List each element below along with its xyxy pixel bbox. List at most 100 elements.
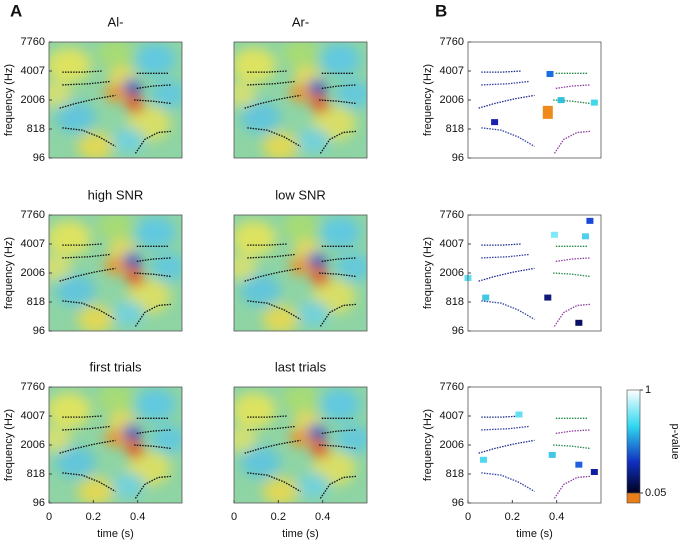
heatmap-blob bbox=[262, 477, 299, 503]
y-tick-label: 818 bbox=[27, 123, 45, 135]
panel bbox=[48, 386, 183, 504]
formant-track bbox=[553, 303, 591, 327]
plot-frame bbox=[233, 214, 368, 332]
y-tick-label: 818 bbox=[446, 296, 464, 308]
x-tick-label: 0.2 bbox=[505, 511, 520, 523]
y-tick-label: 7760 bbox=[21, 381, 45, 393]
heatmap bbox=[49, 42, 182, 158]
heatmap-blob bbox=[97, 215, 134, 241]
plot-frame bbox=[233, 41, 368, 159]
y-tick-label: 4007 bbox=[440, 238, 464, 250]
heatmap-blob bbox=[234, 254, 257, 280]
formant-track bbox=[319, 303, 357, 327]
panel-title: last trials bbox=[275, 359, 327, 374]
colorbar bbox=[626, 389, 641, 494]
formant-track bbox=[244, 439, 301, 454]
formant-track bbox=[553, 272, 591, 278]
colorbar-below bbox=[626, 492, 641, 504]
heatmap-blob bbox=[49, 81, 72, 107]
significant-patch bbox=[491, 119, 499, 126]
heatmap-blob bbox=[112, 472, 145, 499]
formant-track bbox=[134, 99, 172, 105]
x-tick-label: 0 bbox=[46, 511, 52, 523]
heatmap-blob bbox=[150, 79, 182, 109]
panel-label: A bbox=[10, 1, 22, 20]
panel-title: Al- bbox=[108, 14, 124, 29]
formant-track bbox=[247, 253, 296, 259]
formant-track bbox=[134, 303, 172, 327]
heatmap-blob bbox=[49, 426, 72, 452]
y-tick-label: 4007 bbox=[21, 410, 45, 422]
y-tick-label: 2006 bbox=[21, 439, 45, 451]
panel bbox=[464, 214, 602, 332]
formant-track bbox=[481, 415, 522, 418]
panel bbox=[467, 41, 602, 159]
x-tick-label: 0.4 bbox=[315, 511, 330, 523]
formant-track bbox=[555, 429, 591, 435]
formant-track bbox=[319, 130, 357, 154]
x-axis-label: time (s) bbox=[516, 528, 553, 540]
significant-patch bbox=[544, 294, 552, 301]
x-axis-label: time (s) bbox=[282, 528, 319, 540]
heatmap-blob bbox=[312, 85, 327, 97]
formant-track bbox=[481, 472, 535, 492]
panel bbox=[233, 41, 368, 159]
heatmap-blob bbox=[240, 446, 281, 479]
panel-title: low SNR bbox=[275, 187, 326, 202]
heatmap-blob bbox=[240, 274, 281, 307]
y-tick-label: 2006 bbox=[440, 439, 464, 451]
heatmap-blob bbox=[124, 439, 139, 451]
heatmap-blob bbox=[55, 101, 96, 134]
heatmap-blob bbox=[312, 258, 327, 270]
heatmap bbox=[234, 215, 367, 331]
y-axis-label: frequency (Hz) bbox=[422, 409, 434, 481]
heatmap-blob bbox=[309, 267, 324, 279]
heatmap-blob bbox=[289, 257, 312, 275]
formant-track bbox=[478, 439, 535, 454]
heatmap-blob bbox=[262, 132, 299, 158]
x-tick-label: 0.2 bbox=[271, 511, 286, 523]
y-tick-label: 818 bbox=[27, 296, 45, 308]
formant-track bbox=[319, 444, 357, 450]
x-tick-label: 0.4 bbox=[549, 511, 564, 523]
formant-track bbox=[247, 80, 296, 86]
formant-track bbox=[478, 267, 535, 282]
heatmap-blob bbox=[104, 429, 127, 447]
panel bbox=[233, 386, 368, 504]
formant-track bbox=[62, 425, 111, 431]
formant-track bbox=[481, 127, 535, 147]
heatmap-blob bbox=[135, 216, 176, 249]
plot-frame bbox=[467, 41, 602, 159]
panel bbox=[233, 214, 368, 332]
heatmap-blob bbox=[77, 305, 114, 331]
heatmap-blob bbox=[312, 430, 327, 442]
y-tick-label: 96 bbox=[452, 497, 464, 509]
colorbar-tick-label: 1 bbox=[645, 384, 651, 396]
formant-track bbox=[553, 475, 591, 499]
x-tick-label: 0.4 bbox=[130, 511, 145, 523]
formant-track bbox=[247, 70, 288, 73]
heatmap bbox=[49, 387, 182, 503]
formant-track bbox=[244, 267, 301, 282]
formant-track bbox=[134, 444, 172, 450]
formant-track bbox=[134, 475, 172, 499]
y-tick-label: 818 bbox=[446, 123, 464, 135]
formant-track bbox=[62, 80, 111, 86]
heatmap-blob bbox=[309, 439, 324, 451]
heatmap-blob bbox=[49, 47, 91, 83]
y-tick-label: 2006 bbox=[21, 267, 45, 279]
panel-title: Ar- bbox=[292, 14, 309, 29]
formant-track bbox=[247, 425, 296, 431]
significant-patch bbox=[581, 233, 589, 240]
x-axis-label: time (s) bbox=[97, 528, 134, 540]
heatmap-blob bbox=[55, 274, 96, 307]
heatmap-blob bbox=[49, 254, 72, 280]
heatmap-blob bbox=[297, 472, 330, 499]
heatmap-blob bbox=[234, 81, 257, 107]
x-tick-label: 0 bbox=[465, 511, 471, 523]
y-axis-label: frequency (Hz) bbox=[3, 237, 15, 309]
x-tick-label: 0.2 bbox=[86, 511, 101, 523]
heatmap-blob bbox=[49, 220, 91, 256]
formant-track bbox=[481, 70, 522, 73]
